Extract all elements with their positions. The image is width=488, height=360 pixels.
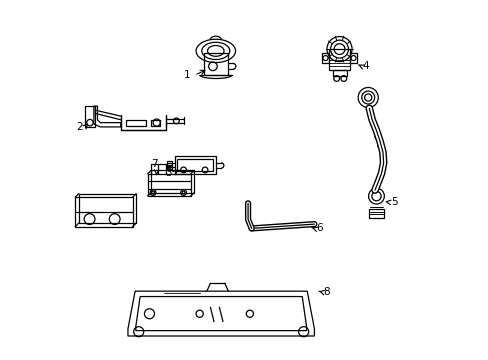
Bar xyxy=(174,156,215,174)
Text: 5: 5 xyxy=(391,197,397,207)
Text: 7: 7 xyxy=(151,159,158,169)
Bar xyxy=(151,170,194,193)
Bar xyxy=(126,120,145,126)
Bar xyxy=(322,53,328,63)
Bar xyxy=(166,161,172,168)
Bar xyxy=(332,70,346,76)
Bar xyxy=(151,120,160,126)
Bar xyxy=(79,194,136,223)
Text: 3: 3 xyxy=(165,168,172,178)
Bar xyxy=(368,210,383,219)
Bar xyxy=(147,174,190,196)
Text: 1: 1 xyxy=(183,70,190,80)
Bar xyxy=(349,53,356,63)
Bar xyxy=(75,197,132,226)
Bar xyxy=(203,53,227,75)
Text: 2: 2 xyxy=(76,122,83,132)
Text: 4: 4 xyxy=(362,61,369,71)
Bar xyxy=(85,106,95,127)
Text: 6: 6 xyxy=(316,224,322,233)
Text: 8: 8 xyxy=(323,287,329,297)
Bar xyxy=(328,49,349,70)
Bar xyxy=(177,159,212,171)
